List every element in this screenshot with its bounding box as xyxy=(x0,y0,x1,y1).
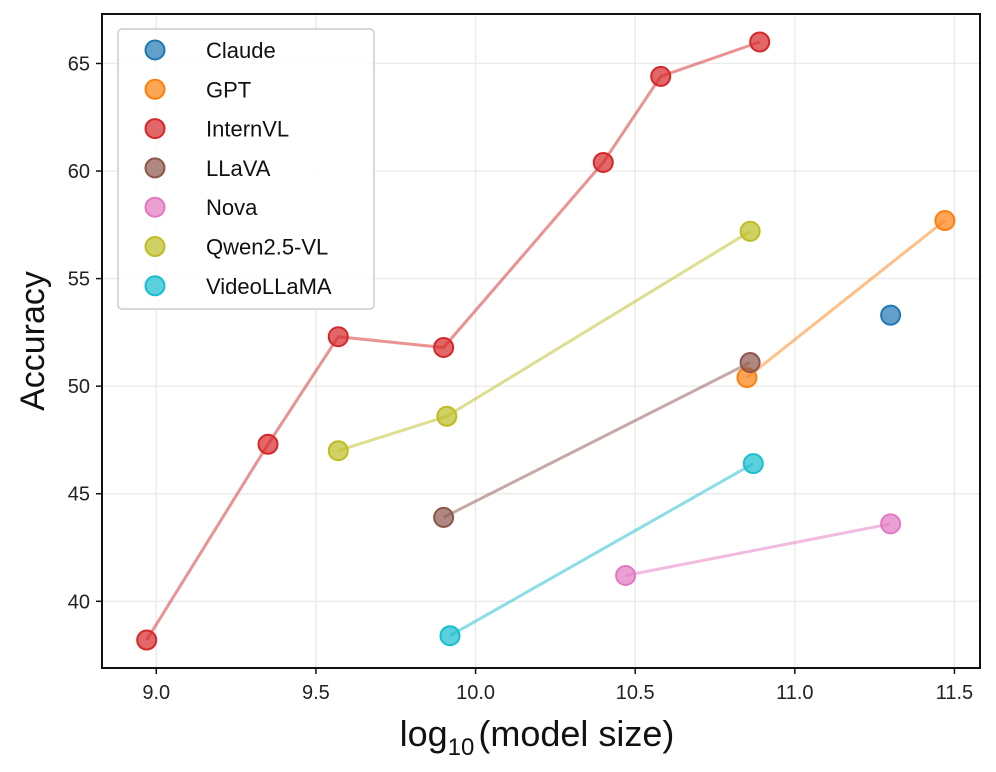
x-tick-label: 11.0 xyxy=(776,682,813,704)
data-point-nova xyxy=(880,513,902,535)
x-axis-title-main: log xyxy=(400,713,448,754)
plot-frame xyxy=(101,13,981,669)
data-point-gpt xyxy=(934,210,956,232)
legend-marker-qwen2-5-vl xyxy=(144,236,166,257)
x-tick-label: 9.5 xyxy=(302,682,330,704)
legend: Claude GPT InternVL LLaVA Nova Qwen2.5-VL Vide… xyxy=(117,28,375,310)
legend-label-nova: Nova xyxy=(206,195,258,220)
x-axis-title-subscript: 10 xyxy=(448,734,475,761)
data-point-internvl xyxy=(592,151,614,173)
series-line-gpt xyxy=(745,219,946,379)
data-point-internvl xyxy=(257,433,279,455)
legend-label-internvl: InternVL xyxy=(206,117,289,142)
legend-label-videollama: VideoLLaMA xyxy=(206,274,332,299)
x-tick-label: 11.5 xyxy=(936,682,973,704)
data-point-claude xyxy=(880,304,902,326)
data-point-internvl xyxy=(433,336,455,358)
series-line-videollama xyxy=(449,462,755,638)
data-point-videollama xyxy=(439,625,461,647)
data-points-layer xyxy=(136,31,956,651)
y-tick-label: 45 xyxy=(68,484,90,506)
series-line-llava xyxy=(442,361,751,519)
legend-marker-videollama xyxy=(144,275,166,297)
data-point-internvl xyxy=(650,65,672,87)
series-line-nova xyxy=(625,522,891,577)
data-point-qwen2-5-vl xyxy=(436,405,458,427)
legend-label-claude: Claude xyxy=(206,38,276,63)
data-point-internvl xyxy=(749,31,771,53)
y-axis-title: Accuracy xyxy=(14,271,52,411)
y-tick-label: 40 xyxy=(68,591,90,613)
series-line-qwen2-5-vl xyxy=(337,230,751,453)
ticks-layer: 9.0 9.5 10.0 10.5 11.0 11.5 40 45 50 55 60 65 xyxy=(68,53,973,704)
legend-marker-gpt xyxy=(144,78,166,100)
legend-box xyxy=(117,28,375,310)
legend-label-gpt: GPT xyxy=(206,77,251,102)
y-tick-label: 55 xyxy=(68,269,90,291)
legend-marker-nova xyxy=(144,196,166,218)
y-tick-label: 50 xyxy=(68,376,90,398)
x-tick-label: 9.0 xyxy=(142,682,170,704)
legend-marker-claude xyxy=(144,39,166,61)
legend-marker-internvl xyxy=(144,118,166,140)
x-axis-title-suffix: (model size) xyxy=(478,713,674,754)
legend-marker-llava xyxy=(144,157,166,179)
data-point-internvl xyxy=(136,629,158,651)
data-point-llava xyxy=(433,506,455,528)
y-tick-label: 65 xyxy=(68,53,90,75)
data-point-videollama xyxy=(742,453,764,475)
data-point-qwen2-5-vl xyxy=(327,440,349,462)
y-tick-label: 60 xyxy=(68,161,90,183)
data-point-internvl xyxy=(327,326,349,348)
x-tick-label: 10.5 xyxy=(616,682,655,704)
legend-label-qwen2-5-vl: Qwen2.5-VL xyxy=(206,235,328,260)
data-point-llava xyxy=(739,352,761,374)
x-axis-title: log10 (model size) xyxy=(400,713,675,761)
x-tick-label: 10.0 xyxy=(456,682,495,704)
data-point-qwen2-5-vl xyxy=(739,220,761,242)
data-point-nova xyxy=(615,564,637,586)
legend-label-llava: LLaVA xyxy=(206,156,271,181)
